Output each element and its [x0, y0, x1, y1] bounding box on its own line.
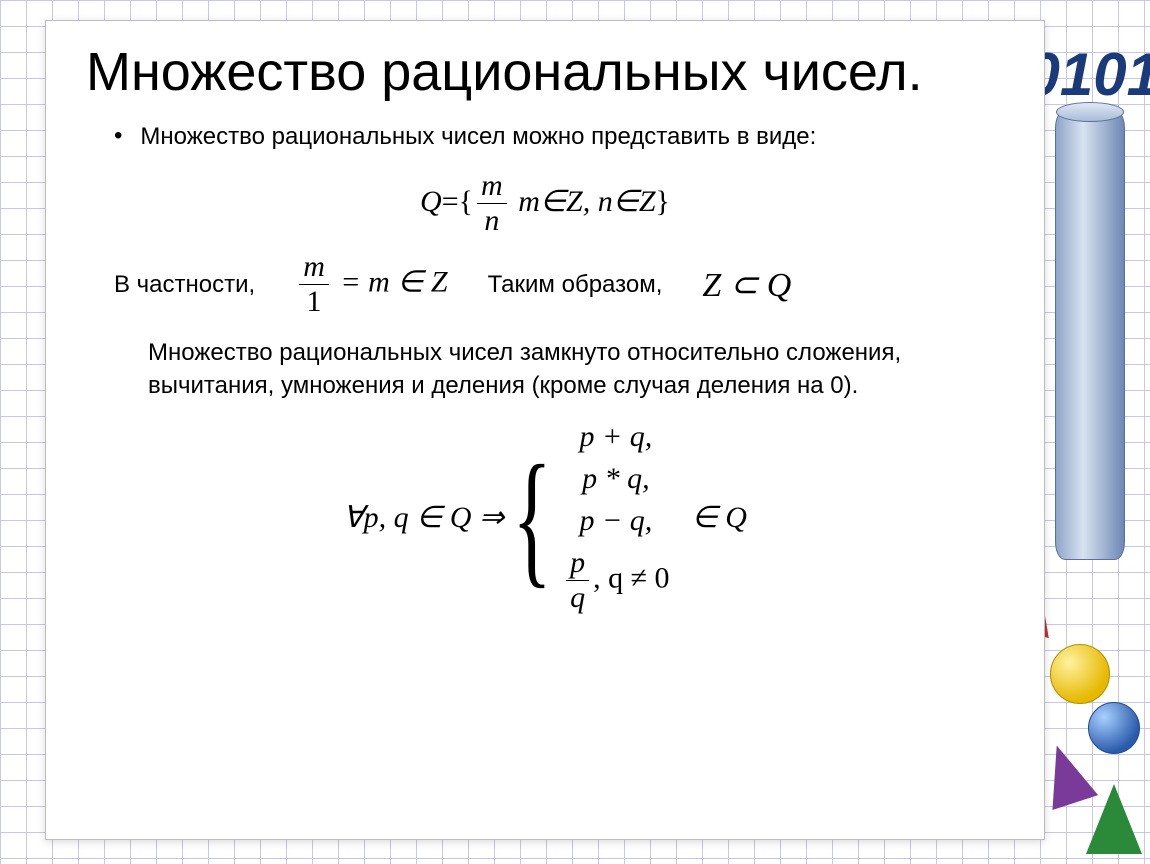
decorative-right-strip: 0101 — [1030, 0, 1150, 864]
q-frac-den: n — [477, 203, 507, 238]
label-particular: В частности, — [114, 269, 255, 301]
closure-text: Множество рациональных чисел замкнуто от… — [148, 339, 901, 398]
part-frac-num: m — [299, 250, 329, 284]
inline-particular-row: В частности, m1 = m ∈ Z Таким образом, Z… — [114, 250, 1004, 319]
formula-q-definition: Q={mn m∈Z, n∈Z} — [86, 169, 1004, 238]
cone-green-shape — [1086, 784, 1142, 854]
part-frac-den: 1 — [299, 284, 329, 319]
closure-row-1: p + q, — [579, 420, 652, 454]
closure-frac-den: q — [566, 580, 589, 615]
bullet-dot-icon: • — [114, 121, 122, 151]
closure-paragraph: Множество рациональных чисел замкнуто от… — [148, 337, 1004, 402]
label-thus: Таким образом, — [488, 269, 663, 301]
bullet-1-row: • Множество рациональных чисел можно пре… — [114, 121, 1004, 153]
closure-rows-column: p + q, p * q, p − q, pq, q ≠ 0 — [550, 420, 681, 615]
closure-forall: ∀p, q ∈ Q ⇒ — [343, 500, 504, 535]
sphere-blue-shape — [1088, 702, 1140, 754]
q-mid: m∈Z, n∈Z — [511, 185, 656, 218]
bullet-1-text: Множество рациональных чисел можно предс… — [140, 121, 816, 153]
part-eq-text: = m ∈ Z — [333, 266, 448, 299]
formula-z-subset-q: Z ⊂ Q — [702, 265, 791, 305]
q-open-brace: { — [459, 185, 473, 218]
closure-row-4: pq, q ≠ 0 — [562, 546, 669, 615]
closure-formula-block: ∀p, q ∈ Q ⇒ { p + q, p * q, p − q, pq, q… — [86, 420, 1004, 615]
closure-frac-tail: , q ≠ 0 — [593, 562, 669, 595]
cylinder-shape — [1055, 110, 1125, 560]
slide-title: Множество рациональных чисел. — [86, 41, 1004, 103]
q-close-brace: } — [656, 185, 670, 218]
closure-row-3: p − q, — [579, 504, 652, 538]
closure-frac-num: p — [566, 546, 589, 580]
sphere-yellow-shape — [1050, 644, 1110, 704]
q-lhs: Q — [420, 185, 442, 218]
big-left-brace-icon: { — [512, 443, 552, 593]
closure-row-2: p * q, — [582, 462, 650, 496]
q-frac-num: m — [477, 169, 507, 203]
slide-card: Множество рациональных чисел. • Множеств… — [45, 20, 1045, 840]
closure-tail: ∈ Q — [692, 500, 747, 535]
q-eq: = — [442, 185, 459, 218]
binary-digits-decor: 0101 — [1030, 40, 1150, 109]
